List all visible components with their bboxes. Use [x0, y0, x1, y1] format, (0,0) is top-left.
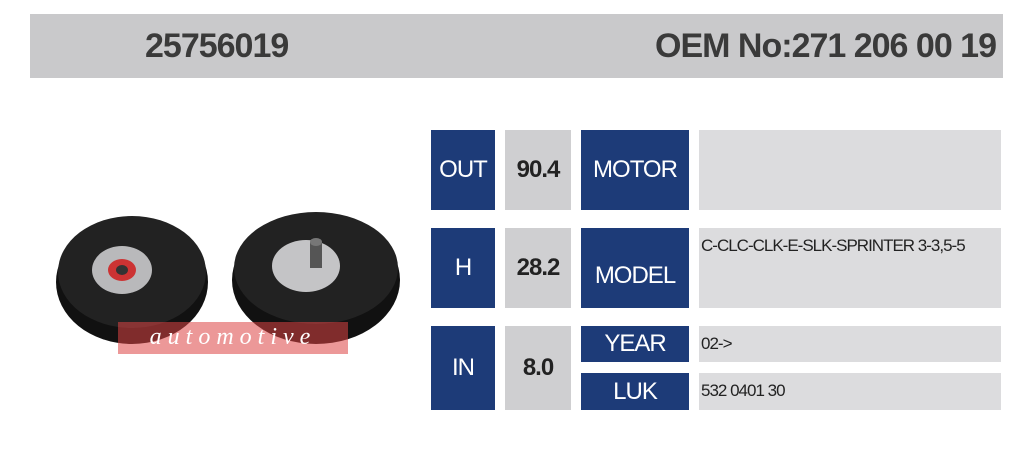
detail-value	[699, 130, 1001, 210]
logo-band	[118, 322, 348, 354]
pulley-left	[56, 216, 208, 344]
detail-label: MODEL	[581, 228, 689, 308]
spec-label: H	[431, 228, 495, 308]
product-image: automotive	[56, 212, 400, 354]
detail-value: 532 0401 30	[699, 373, 1001, 410]
oem-number: OEM No:271 206 00 19	[655, 27, 997, 65]
header-bar	[30, 14, 1003, 78]
part-number: 25756019	[145, 27, 289, 65]
spec-value: 8.0	[505, 326, 571, 410]
pulley-right	[232, 212, 400, 344]
spec-value: 28.2	[505, 228, 571, 308]
spec-label: OUT	[431, 130, 495, 210]
logo-text: automotive	[150, 324, 317, 350]
spec-value: 90.4	[505, 130, 571, 210]
detail-value: C-CLC-CLK-E-SLK-SPRINTER 3-3,5-5	[699, 228, 1001, 308]
spec-label: IN	[431, 326, 495, 410]
detail-value: 02->	[699, 326, 1001, 362]
detail-label: LUK	[581, 373, 689, 410]
detail-label: MOTOR	[581, 130, 689, 210]
detail-label: YEAR	[581, 326, 689, 362]
